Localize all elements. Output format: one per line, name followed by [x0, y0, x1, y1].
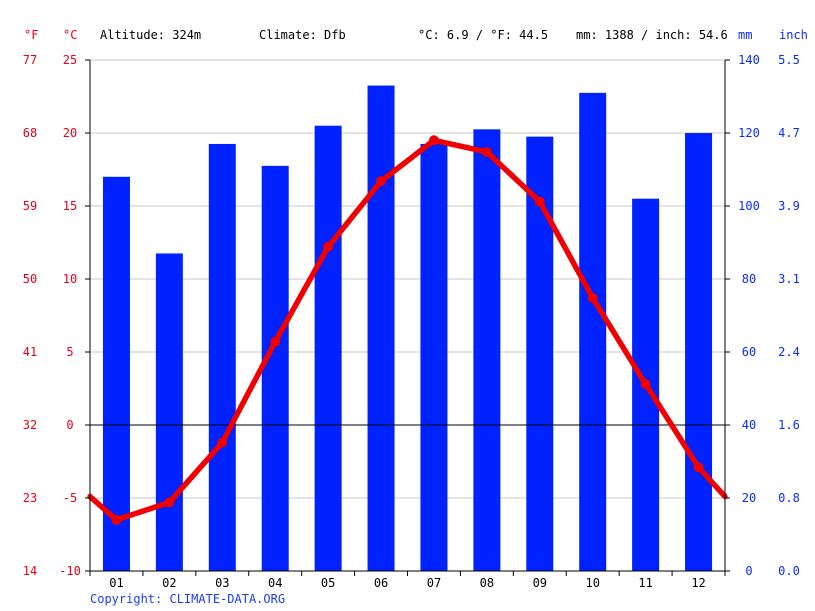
axes — [85, 59, 730, 576]
mm-tick-label: 20 — [742, 491, 756, 505]
month-tick-label: 05 — [321, 576, 335, 590]
precipitation-bar — [102, 176, 130, 572]
temperature-point — [428, 135, 439, 146]
mm-tick-label: 140 — [738, 53, 760, 67]
fahrenheit-unit-label: °F — [24, 28, 39, 42]
month-tick-label: 03 — [215, 576, 229, 590]
month-tick-label: 11 — [638, 576, 652, 590]
mm-tick-label: 60 — [742, 345, 756, 359]
mm-tick-label: 40 — [742, 418, 756, 432]
fahrenheit-tick-label: 32 — [23, 418, 37, 432]
inch-unit-label: inch — [779, 28, 808, 42]
temperature-point — [587, 292, 598, 303]
temperature-line-path — [87, 137, 728, 523]
mm-tick-label: 100 — [738, 199, 760, 213]
temperature-line — [87, 135, 728, 525]
mm-tick-label: 80 — [742, 272, 756, 286]
precipitation-bar — [155, 253, 183, 571]
celsius-tick-label: 15 — [63, 199, 77, 213]
mm-tick-label: 0 — [745, 564, 752, 578]
precipitation-bar — [685, 133, 713, 571]
temperature-point — [640, 379, 651, 390]
copyright-link[interactable]: Copyright: CLIMATE-DATA.ORG — [90, 592, 286, 606]
inch-tick-label: 2.4 — [778, 345, 800, 359]
temperature-point — [111, 514, 122, 525]
grid-lines — [90, 59, 725, 499]
precipitation-bar — [208, 143, 236, 571]
precipitation-summary: mm: 1388 / inch: 54.6 — [576, 28, 728, 42]
inch-tick-label: 3.9 — [778, 199, 800, 213]
fahrenheit-tick-label: 77 — [23, 53, 37, 67]
fahrenheit-tick-label: 41 — [23, 345, 37, 359]
precipitation-bar — [473, 129, 501, 571]
precipitation-bar — [420, 143, 448, 571]
inch-tick-label: 3.1 — [778, 272, 800, 286]
inch-tick-label: 1.6 — [778, 418, 800, 432]
celsius-tick-label: 25 — [63, 53, 77, 67]
inch-tick-label: 4.7 — [778, 126, 800, 140]
month-tick-label: 06 — [374, 576, 388, 590]
inch-tick-label: 0.0 — [778, 564, 800, 578]
celsius-unit-label: °C — [63, 28, 78, 42]
month-tick-label: 08 — [480, 576, 494, 590]
celsius-tick-label: 10 — [63, 272, 77, 286]
month-tick-label: 10 — [585, 576, 599, 590]
celsius-tick-label: -10 — [59, 564, 81, 578]
climate-label: Climate: Dfb — [259, 28, 346, 42]
precipitation-bars — [102, 85, 713, 572]
temperature-point — [376, 176, 387, 187]
temperature-point — [693, 462, 704, 473]
temperature-point — [164, 497, 175, 508]
temperature-point — [481, 146, 492, 157]
precipitation-bar — [367, 85, 395, 572]
temperature-point — [217, 437, 228, 448]
precipitation-bar — [314, 125, 342, 571]
altitude-label: Altitude: 324m — [100, 28, 202, 42]
precipitation-bar — [579, 92, 607, 571]
fahrenheit-tick-label: 68 — [23, 126, 37, 140]
fahrenheit-tick-label: 59 — [23, 199, 37, 213]
fahrenheit-tick-label: 23 — [23, 491, 37, 505]
precipitation-bar — [261, 165, 289, 571]
temperature-point — [270, 336, 281, 347]
temperature-point — [534, 196, 545, 207]
mm-tick-label: 120 — [738, 126, 760, 140]
month-tick-label: 01 — [109, 576, 123, 590]
precipitation-bar — [526, 136, 554, 571]
celsius-tick-label: 0 — [66, 418, 73, 432]
celsius-tick-label: 20 — [63, 126, 77, 140]
month-tick-label: 02 — [162, 576, 176, 590]
fahrenheit-tick-label: 50 — [23, 272, 37, 286]
month-tick-label: 12 — [691, 576, 705, 590]
fahrenheit-tick-label: 14 — [23, 564, 37, 578]
celsius-tick-label: -5 — [63, 491, 77, 505]
inch-tick-label: 0.8 — [778, 491, 800, 505]
month-tick-label: 04 — [268, 576, 282, 590]
temperature-summary: °C: 6.9 / °F: 44.5 — [418, 28, 549, 42]
temperature-point — [323, 241, 334, 252]
mm-unit-label: mm — [738, 28, 753, 42]
month-tick-label: 09 — [533, 576, 547, 590]
celsius-tick-label: 5 — [66, 345, 73, 359]
inch-tick-label: 5.5 — [778, 53, 800, 67]
month-tick-label: 07 — [427, 576, 441, 590]
